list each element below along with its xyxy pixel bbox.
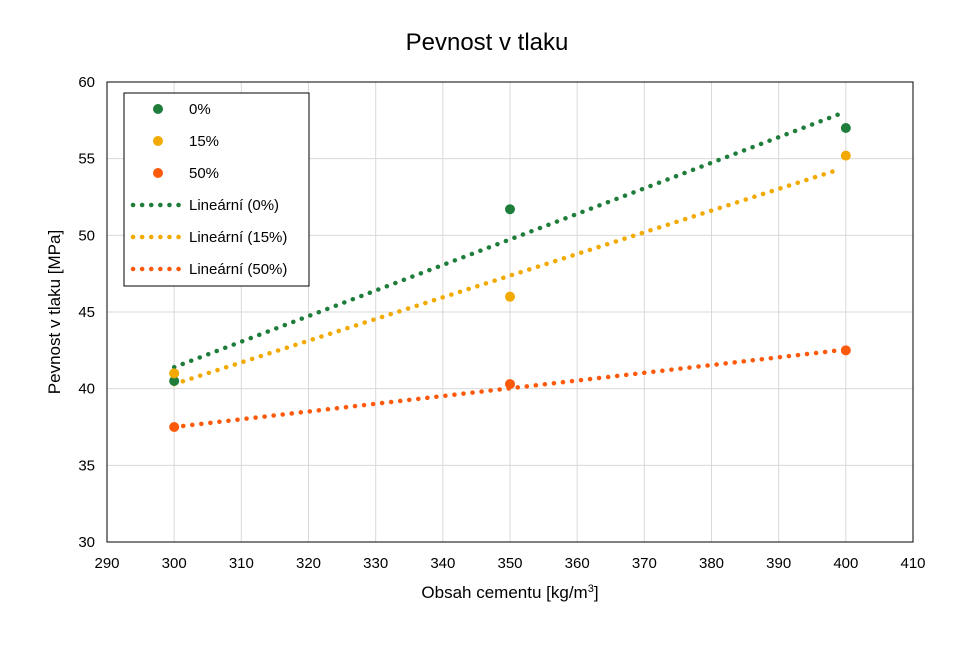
- x-tick-label: 300: [162, 555, 187, 572]
- trendline-line-rn-0: [171, 111, 842, 370]
- x-tick-label: 370: [632, 555, 657, 572]
- x-tick-label: 290: [94, 555, 119, 572]
- legend-marker-0: [153, 104, 163, 114]
- point-15-350: [505, 291, 515, 302]
- point-50-350: [505, 379, 515, 390]
- trendlines: [171, 111, 842, 430]
- point-50-400: [840, 345, 851, 356]
- legend-box: [123, 92, 310, 287]
- legend-label-15: 15%: [189, 133, 219, 150]
- x-tick-label: 400: [833, 555, 858, 572]
- y-axis-label: Pevnost v tlaku [MPa]: [45, 230, 64, 394]
- legend-label-line-rn-0: Lineární (0%): [189, 197, 279, 214]
- x-tick-label: 320: [296, 555, 321, 572]
- point-15-300: [169, 368, 180, 379]
- point-0-300: [169, 376, 180, 386]
- tick-labels: 290 300 310 320 330 340 350 360 370 380 390 400 410 3…: [78, 74, 925, 572]
- point-0-350: [505, 204, 515, 215]
- legend-label-line-rn-50: Lineární (50%): [189, 261, 287, 278]
- y-tick-label: 35: [78, 457, 95, 474]
- point-15-400: [840, 150, 851, 161]
- plot-area-frame: [106, 81, 914, 543]
- legend-label-50: 50%: [189, 165, 219, 182]
- x-axis-label: Obsah cementu [kg/m3]: [421, 583, 598, 602]
- legend-label-0: 0%: [189, 101, 211, 118]
- y-tick-label: 45: [78, 304, 95, 321]
- legend-label-line-rn-15: Lineární (15%): [189, 229, 287, 246]
- y-tick-label: 50: [78, 227, 95, 244]
- y-tick-label: 30: [78, 534, 95, 551]
- chart-title: Pevnost v tlaku: [406, 29, 569, 56]
- x-tick-label: 310: [229, 555, 254, 572]
- trendline-line-rn-50: [171, 348, 842, 430]
- point-50-300: [169, 422, 180, 432]
- legend-marker-15: [153, 136, 163, 146]
- x-tick-label: 380: [699, 555, 724, 572]
- x-tick-label: 360: [565, 555, 590, 572]
- x-tick-label: 410: [900, 555, 925, 572]
- point-0-400: [840, 123, 851, 133]
- legend: 0% 15% 50% Lineární (0%) Lineární (15%) Lineá…: [123, 92, 310, 287]
- y-tick-label: 55: [78, 151, 95, 168]
- trendline-line-rn-15: [171, 167, 842, 387]
- x-tick-label: 350: [497, 555, 522, 572]
- x-tick-label: 390: [766, 555, 791, 572]
- data-points: [169, 123, 851, 432]
- x-tick-label: 330: [363, 555, 388, 572]
- y-tick-label: 60: [78, 74, 95, 91]
- x-tick-label: 340: [430, 555, 455, 572]
- legend-marker-50: [153, 168, 163, 178]
- y-tick-label: 40: [78, 381, 95, 398]
